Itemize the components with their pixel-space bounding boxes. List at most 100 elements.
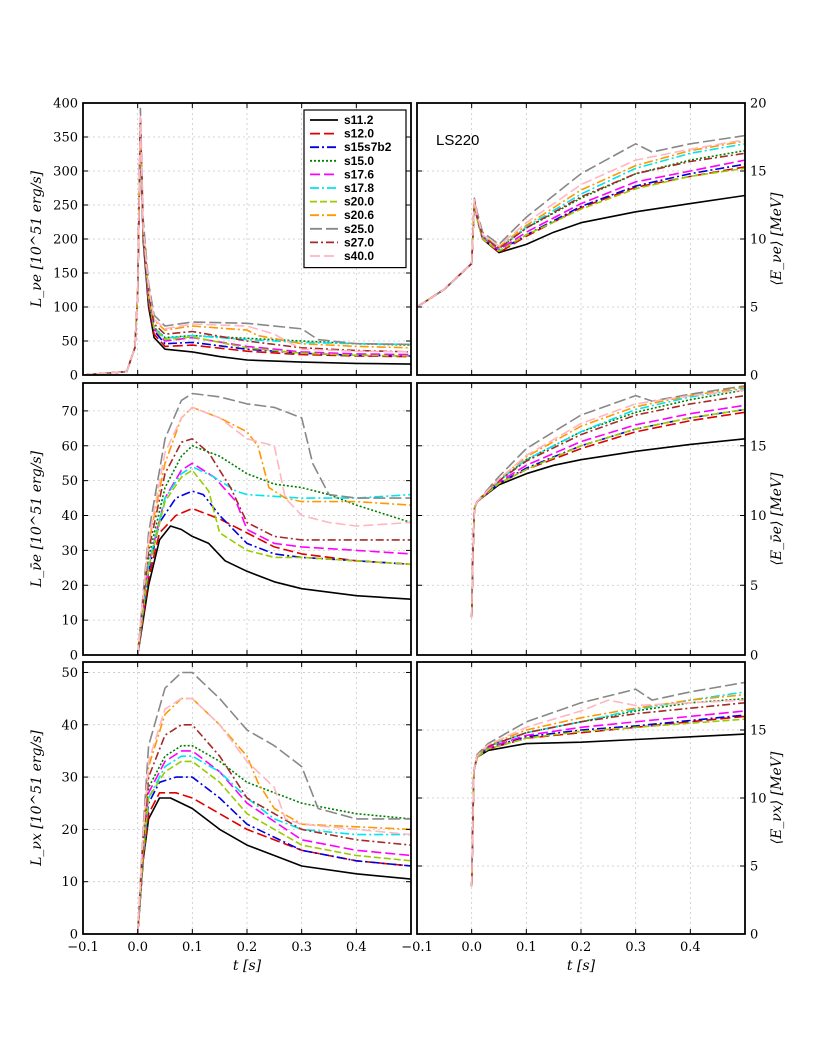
y-tick-label: 10 — [61, 875, 78, 890]
series-line-s27.0 — [417, 152, 745, 308]
series-line-s40.0 — [136, 406, 411, 655]
x-tick-label: −0.1 — [67, 940, 99, 955]
y-tick-label: 0 — [750, 369, 758, 384]
legend-label-s17.6: s17.6 — [344, 167, 374, 181]
y-tick-label: 20 — [61, 579, 78, 594]
x-tick-label: 0.0 — [127, 940, 148, 955]
y-axis-label: L_νx [10^51 erg/s] — [29, 730, 45, 867]
y-tick-label: 0 — [70, 369, 78, 384]
y-tick-label: 15 — [750, 439, 767, 454]
y-tick-label: 30 — [61, 544, 78, 559]
y-tick-label: 300 — [53, 165, 78, 180]
model-label: LS220 — [436, 132, 479, 149]
y-tick-label: 5 — [750, 301, 758, 316]
legend-label-s11.2: s11.2 — [344, 113, 374, 127]
legend-label-s27.0: s27.0 — [344, 235, 374, 249]
x-tick-label: 0.1 — [182, 940, 203, 955]
series-line-s15s7b2 — [136, 776, 411, 934]
series-line-s20.0 — [470, 718, 745, 887]
x-tick-label: 0.2 — [571, 940, 592, 955]
y-tick-label: 40 — [61, 718, 78, 733]
x-tick-label: 0.0 — [461, 940, 482, 955]
y-tick-label: 150 — [53, 267, 78, 282]
series-line-s17.8 — [136, 465, 411, 655]
series-line-s27.0 — [470, 394, 745, 618]
series-line-s17.8 — [470, 387, 745, 618]
series-line-s12.0 — [470, 715, 745, 887]
legend-label-s20.6: s20.6 — [344, 208, 374, 222]
series-group — [83, 107, 411, 375]
series-group — [470, 681, 745, 887]
series-group — [470, 385, 745, 618]
y-axis-label: ⟨E_ν̄e⟩ [MeV] — [769, 472, 785, 566]
x-tick-label: 0.3 — [291, 940, 312, 955]
series-line-s20.6 — [136, 697, 411, 934]
y-tick-label: 10 — [750, 792, 767, 807]
x-tick-label: 0.1 — [516, 940, 537, 955]
x-tick-label: 0.3 — [625, 940, 646, 955]
y-tick-label: 250 — [53, 199, 78, 214]
series-line-s20.6 — [136, 406, 411, 655]
y-tick-label: 0 — [70, 649, 78, 664]
x-tick-label: 0.4 — [346, 940, 367, 955]
legend-label-s15s7b2: s15s7b2 — [344, 140, 392, 154]
series-line-s15s7b2 — [417, 163, 745, 308]
series-line-s20.0 — [83, 119, 411, 375]
legend: s11.2s12.0s15s7b2s15.0s17.6s17.8s20.0s20… — [303, 109, 407, 269]
legend-label-s17.8: s17.8 — [344, 181, 374, 195]
legend-label-s15.0: s15.0 — [344, 154, 374, 168]
legend-label-s20.0: s20.0 — [344, 195, 374, 209]
series-line-s40.0 — [417, 138, 745, 308]
panel-lum-anue: 0 10 20 30 40 50 60 70 L_ν̄e [10^51 erg/s] — [29, 382, 412, 664]
series-line-s20.0 — [470, 408, 745, 618]
series-line-s25.0 — [136, 671, 411, 934]
series-line-s12.0 — [417, 166, 745, 308]
series-line-s15.0 — [136, 744, 411, 934]
y-tick-label: 5 — [750, 860, 758, 875]
series-line-s40.0 — [470, 389, 745, 618]
series-line-s15.0 — [136, 445, 411, 655]
y-tick-label: 50 — [61, 666, 78, 681]
y-tick-label: 30 — [61, 771, 78, 786]
x-tick-label: 0.4 — [680, 940, 701, 955]
y-tick-label: 10 — [750, 509, 767, 524]
panel-energy-anue: 0 5 10 15 ⟨E_ν̄e⟩ [MeV] — [416, 382, 785, 664]
y-tick-label: 10 — [750, 233, 767, 248]
y-tick-label: 70 — [61, 404, 78, 419]
x-tick-label: −0.1 — [401, 940, 433, 955]
series-line-s20.0 — [136, 760, 411, 934]
y-tick-label: 50 — [61, 335, 78, 350]
series-group — [136, 671, 411, 934]
y-tick-label: 50 — [61, 474, 78, 489]
y-tick-label: 400 — [53, 97, 78, 112]
y-tick-label: 0 — [70, 928, 78, 943]
legend-box — [303, 109, 407, 269]
series-line-s27.0 — [470, 702, 745, 887]
y-tick-label: 15 — [750, 165, 767, 180]
y-tick-label: 40 — [61, 509, 78, 524]
y-tick-label: 0 — [750, 928, 758, 943]
y-tick-label: 60 — [61, 439, 78, 454]
y-tick-label: 200 — [53, 233, 78, 248]
series-line-s12.0 — [136, 792, 411, 934]
series-line-s20.6 — [470, 693, 745, 887]
x-axis-label: t [s] — [233, 958, 262, 974]
series-line-s11.2 — [136, 525, 411, 655]
y-axis-label: ⟨E_νx⟩ [MeV] — [769, 751, 785, 844]
y-tick-label: 10 — [61, 614, 78, 629]
series-line-s11.2 — [136, 797, 411, 934]
legend-label-s12.0: s12.0 — [344, 127, 374, 141]
series-line-s27.0 — [136, 724, 411, 934]
series-line-s20.6 — [470, 386, 745, 618]
series-line-s11.2 — [470, 733, 745, 887]
series-line-s11.2 — [417, 194, 745, 308]
series-line-s17.8 — [136, 755, 411, 934]
series-line-s12.0 — [136, 507, 411, 655]
y-axis-label: ⟨E_νe⟩ [MeV] — [769, 192, 785, 286]
series-line-s25.0 — [470, 681, 745, 887]
legend-label-s40.0: s40.0 — [344, 249, 374, 263]
panel-lum-nue: 0 50 100 150 200 250 300 350 400 L_νe [10^51 erg/… — [29, 97, 412, 384]
series-line-s15.0 — [470, 389, 745, 618]
